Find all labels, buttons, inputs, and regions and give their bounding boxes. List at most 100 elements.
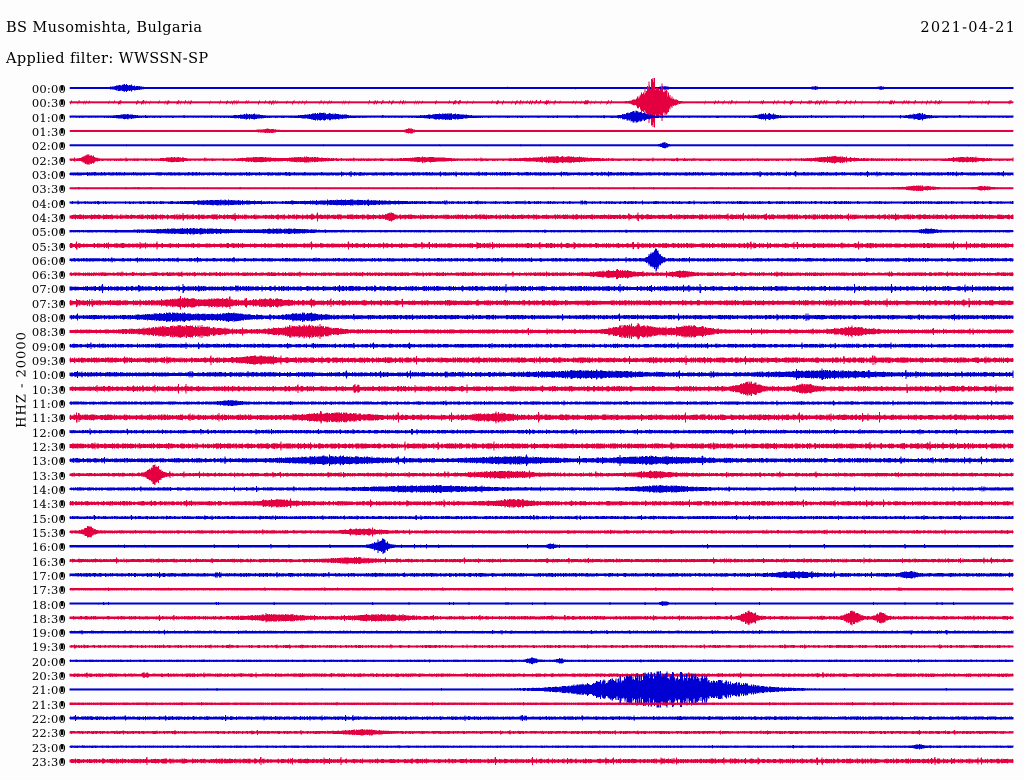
time-axis-label: 11:30 <box>31 411 66 426</box>
trace-baseline <box>70 760 1013 763</box>
trace-baseline <box>70 459 1013 462</box>
row-tick-mark <box>61 371 64 377</box>
time-axis-label: 23:00 <box>31 740 66 755</box>
time-axis-label: 17:30 <box>31 583 66 598</box>
row-tick-mark <box>61 314 64 320</box>
time-axis-label: 15:00 <box>31 511 66 526</box>
trace-baseline <box>70 717 1013 720</box>
trace-baseline <box>70 258 1013 261</box>
time-axis-label: 10:00 <box>31 368 66 383</box>
row-tick-mark <box>61 543 64 549</box>
time-axis-label: 20:30 <box>31 669 66 684</box>
row-tick-mark <box>61 558 64 564</box>
row-tick-mark <box>61 228 64 234</box>
row-tick-mark <box>61 257 64 263</box>
trace-baseline <box>70 330 1013 333</box>
time-axis-label: 09:00 <box>31 339 66 354</box>
row-tick-mark <box>61 701 64 707</box>
time-axis-label: 02:30 <box>31 153 66 168</box>
time-axis-label: 07:00 <box>31 282 66 297</box>
applied-filter-label: Applied filter: WWSSN-SP <box>6 51 209 67</box>
trace-baseline <box>70 731 1013 734</box>
time-axis-label: 03:00 <box>31 167 66 182</box>
trace-baseline <box>70 573 1013 576</box>
trace-baseline <box>70 688 1013 691</box>
row-tick-mark <box>61 672 64 678</box>
trace-baseline <box>70 530 1013 533</box>
time-axis-label: 13:30 <box>31 468 66 483</box>
row-tick-mark <box>61 643 64 649</box>
trace-baseline <box>70 702 1013 705</box>
trace-baseline <box>70 674 1013 677</box>
row-tick-mark <box>61 285 64 291</box>
trace-baseline <box>70 129 1013 132</box>
row-tick-mark <box>61 357 64 363</box>
time-axis-label: 08:00 <box>31 311 66 326</box>
time-axis-label: 16:00 <box>31 540 66 555</box>
trace-baseline <box>70 287 1013 290</box>
row-tick-mark <box>61 85 64 91</box>
trace-baseline <box>70 201 1013 204</box>
row-tick-mark <box>61 243 64 249</box>
time-axis-label: 10:30 <box>31 382 66 397</box>
trace-baseline <box>70 473 1013 476</box>
row-tick-mark <box>61 200 64 206</box>
time-axis-label: 14:00 <box>31 482 66 497</box>
time-axis-label: 00:30 <box>31 96 66 111</box>
row-tick-mark <box>61 744 64 750</box>
time-axis-label: 01:30 <box>31 124 66 139</box>
trace-baseline <box>70 559 1013 562</box>
row-tick-mark <box>61 658 64 664</box>
time-axis-label: 13:00 <box>31 454 66 469</box>
trace-baseline <box>70 745 1013 748</box>
trace-baseline <box>70 430 1013 433</box>
time-axis-label: 20:00 <box>31 654 66 669</box>
time-axis-label: 16:30 <box>31 554 66 569</box>
time-axis-label: 07:30 <box>31 296 66 311</box>
trace-baseline <box>70 416 1013 419</box>
time-axis-label: 05:30 <box>31 239 66 254</box>
row-tick-mark <box>61 500 64 506</box>
trace-baseline <box>70 588 1013 591</box>
time-axis-label: 23:30 <box>31 755 66 770</box>
time-axis-label: 12:30 <box>31 440 66 454</box>
time-axis-label: 21:30 <box>31 697 66 712</box>
trace-baseline <box>70 172 1013 175</box>
row-tick-mark <box>61 99 64 105</box>
trace-baseline <box>70 502 1013 505</box>
time-axis-label: 04:30 <box>31 210 66 225</box>
trace-baseline <box>70 402 1013 405</box>
row-tick-mark <box>61 328 64 334</box>
trace-baseline <box>70 101 1013 104</box>
trace-baseline <box>70 187 1013 190</box>
row-tick-mark <box>61 629 64 635</box>
row-tick-mark <box>61 414 64 420</box>
row-tick-mark <box>61 114 64 120</box>
station-title: BS Musomishta, Bulgaria <box>6 20 203 36</box>
trace-baseline <box>70 487 1013 490</box>
row-tick-mark <box>61 214 64 220</box>
helicorder-plot: 00:00 00:30 01:00 01:30 02:00 02:30 03:00 03:30… <box>0 78 1024 770</box>
row-tick-mark <box>61 758 64 764</box>
trace-baseline <box>70 158 1013 161</box>
row-tick-mark <box>61 343 64 349</box>
row-tick-mark <box>61 443 64 449</box>
seismogram-traces <box>61 78 1014 766</box>
trace-baseline <box>70 631 1013 634</box>
trace-baseline <box>70 616 1013 619</box>
time-axis-label: 15:30 <box>31 525 66 540</box>
time-axis-label: 06:00 <box>31 253 66 268</box>
time-axis-label: 18:00 <box>31 597 66 612</box>
row-tick-mark <box>61 515 64 521</box>
trace-baseline <box>70 215 1013 218</box>
time-axis-label: 11:00 <box>31 397 66 412</box>
time-axis-label: 04:00 <box>31 196 66 211</box>
trace-baseline <box>70 273 1013 276</box>
trace-baseline <box>70 516 1013 519</box>
trace-baseline <box>70 344 1013 347</box>
trace-baseline <box>70 230 1013 233</box>
row-tick-mark <box>61 529 64 535</box>
time-axis-label: 02:00 <box>31 139 66 154</box>
row-tick-mark <box>61 586 64 592</box>
time-axis-label: 22:30 <box>31 726 66 741</box>
